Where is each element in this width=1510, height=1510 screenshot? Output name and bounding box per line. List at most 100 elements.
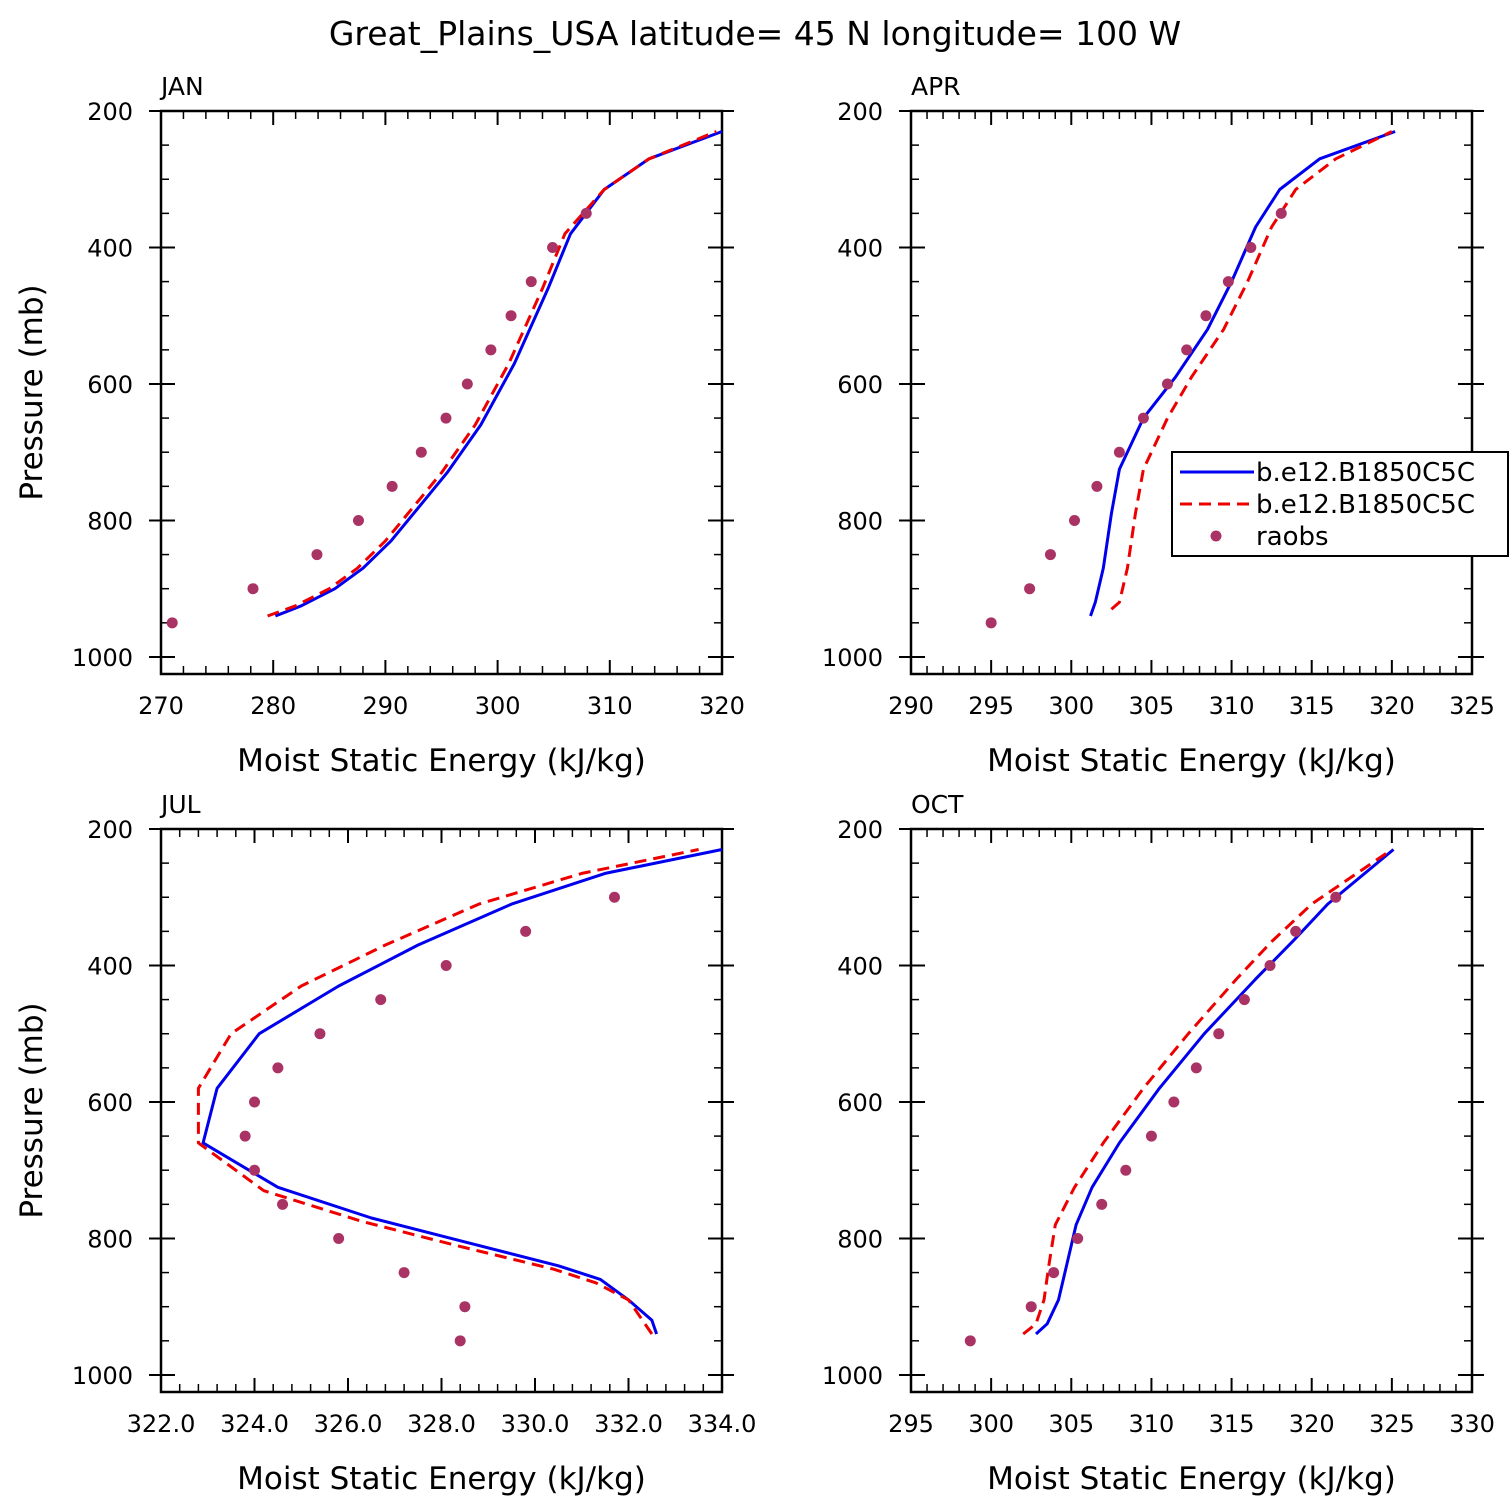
x-tick-label: 290: [362, 692, 408, 720]
plot-frame: [159, 109, 724, 676]
x-tick-label: 310: [587, 692, 633, 720]
raobs-point: [1137, 412, 1149, 424]
y-tick-label: 800: [87, 507, 133, 535]
raobs-point: [249, 1096, 260, 1108]
y-tick-label: 600: [87, 371, 133, 399]
x-tick-label: 305: [1048, 1410, 1094, 1438]
raobs-point: [1245, 241, 1257, 253]
x-tick-label: 295: [888, 1410, 934, 1438]
raobs-point: [440, 412, 452, 424]
raobs-point: [375, 994, 387, 1006]
model-solid-line: [274, 130, 723, 618]
y-tick-label: 400: [87, 952, 133, 980]
raobs-point: [1024, 583, 1036, 595]
raobs-point: [461, 378, 473, 390]
raobs-point: [440, 959, 452, 971]
raobs-point: [1044, 549, 1056, 561]
x-tick-label: 300: [1048, 692, 1094, 720]
raobs-point: [239, 1130, 251, 1142]
y-axis-label: Pressure (mb): [14, 284, 50, 500]
raobs-point: [1181, 344, 1193, 356]
raobs-point: [311, 549, 323, 561]
figure-title: Great_Plains_USA latitude= 45 N longitud…: [329, 14, 1181, 53]
plot-frame: [909, 109, 1474, 676]
raobs-point: [1096, 1198, 1108, 1210]
x-tick-label: 326.0: [314, 1410, 383, 1438]
x-tick-label: 300: [475, 692, 521, 720]
legend-label: raobs: [1256, 522, 1329, 552]
model-dashed-line: [196, 848, 699, 1335]
raobs-point: [1168, 1096, 1180, 1108]
raobs-point: [1213, 1028, 1225, 1040]
x-tick-label: 320: [1369, 692, 1415, 720]
model-solid-line: [201, 848, 723, 1335]
x-tick-label: 330: [1449, 1410, 1495, 1438]
raobs-point: [525, 276, 537, 288]
raobs-point: [520, 925, 532, 937]
x-tick-label: 324.0: [220, 1410, 289, 1438]
raobs-point: [386, 480, 398, 492]
raobs-point: [247, 583, 259, 595]
raobs-point: [580, 207, 592, 219]
x-tick-label: 280: [250, 692, 296, 720]
y-tick-label: 400: [837, 234, 883, 262]
x-axis-label: Moist Static Energy (kJ/kg): [237, 1461, 646, 1497]
raobs-point: [547, 241, 559, 253]
raobs-point: [1048, 1267, 1060, 1279]
raobs-point: [314, 1028, 326, 1040]
raobs-point: [352, 514, 364, 526]
panel-jan: JAN 270 280 290 300 310 320 200 400 600 800 1000 Moi…: [14, 72, 745, 779]
panel-oct: OCT 295 300 305 310 315 320 325 330 200 400 600 800 1…: [822, 790, 1495, 1497]
raobs-point: [277, 1198, 289, 1210]
panel-title: JAN: [159, 72, 204, 101]
x-axis-label: Moist Static Energy (kJ/kg): [987, 1461, 1396, 1497]
raobs-point: [1290, 925, 1302, 937]
raobs-point: [1120, 1164, 1132, 1176]
raobs-point: [1161, 378, 1173, 390]
raobs-point: [964, 1335, 976, 1347]
x-tick-label: 305: [1129, 692, 1175, 720]
x-tick-label: 325: [1449, 692, 1495, 720]
raobs-point: [1264, 959, 1276, 971]
y-tick-label: 400: [837, 952, 883, 980]
y-tick-label: 400: [87, 234, 133, 262]
panel-apr: APR 290 295 300 305 310 315 320 325 200 400 600 800 1…: [822, 72, 1509, 779]
x-axis-label: Moist Static Energy (kJ/kg): [237, 743, 646, 779]
plot-frame: [909, 827, 1474, 1394]
x-tick-label: 334.0: [688, 1410, 757, 1438]
legend-label: b.e12.B1850C5C: [1256, 458, 1475, 488]
model-dashed-line: [267, 130, 717, 618]
legend-box: [1171, 451, 1509, 557]
raobs-point: [249, 1164, 260, 1176]
y-tick-label: 600: [837, 371, 883, 399]
raobs-point: [166, 617, 178, 629]
raobs-point: [1190, 1062, 1202, 1074]
y-axis-label: Pressure (mb): [14, 1002, 50, 1218]
x-tick-label: 328.0: [407, 1410, 476, 1438]
raobs-point: [485, 344, 497, 356]
y-tick-label: 600: [87, 1089, 133, 1117]
raobs-point: [1091, 480, 1103, 492]
raobs-point: [454, 1335, 466, 1347]
y-tick-label: 1000: [822, 644, 883, 672]
x-tick-label: 290: [888, 692, 934, 720]
y-tick-label: 200: [87, 98, 133, 126]
x-tick-label: 300: [968, 1410, 1014, 1438]
panel-title: JUL: [159, 790, 201, 819]
x-tick-label: 332.0: [594, 1410, 663, 1438]
x-tick-label: 330.0: [501, 1410, 570, 1438]
raobs-point: [1222, 276, 1234, 288]
raobs-point: [333, 1232, 345, 1244]
x-tick-label: 270: [138, 692, 184, 720]
model-solid-line: [1089, 130, 1396, 617]
raobs-point: [608, 891, 620, 903]
legend-label: b.e12.B1850C5C: [1256, 490, 1475, 520]
x-tick-label: 315: [1289, 692, 1335, 720]
y-tick-label: 1000: [72, 644, 133, 672]
raobs-point: [1330, 891, 1342, 903]
raobs-point: [1200, 310, 1212, 322]
legend-marker-icon: [1210, 530, 1222, 542]
x-tick-label: 320: [699, 692, 745, 720]
